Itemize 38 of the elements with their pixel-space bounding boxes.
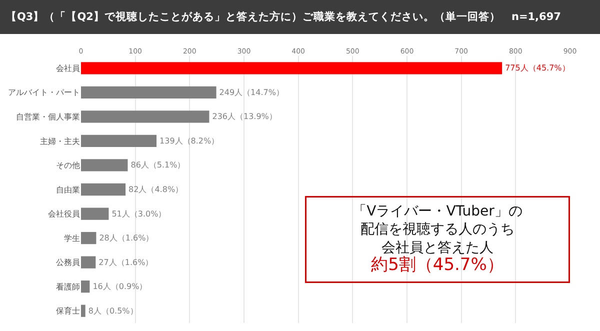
data-label: 27人（1.6%）: [98, 258, 154, 267]
data-label: 139人（8.2%）: [160, 136, 220, 146]
y-tick-label: アルバイト・パート: [8, 88, 80, 98]
data-label: 236人（13.9%）: [212, 112, 277, 122]
y-tick-label: その他: [56, 161, 80, 170]
bar: [81, 62, 502, 74]
y-tick-label: 自営業・個人事業: [16, 112, 80, 122]
chart-title: 【Q3】（「【Q2】で視聴したことがある」と答えた方に）ご職業を教えてください。（単一回答） n=1,697: [0, 0, 600, 34]
data-label: 775人（45.7%）: [505, 64, 570, 73]
bar: [81, 208, 109, 220]
y-tick-label: 学生: [64, 234, 80, 243]
y-tick-label: 公務員: [56, 258, 80, 268]
data-label: 249人（14.7%）: [219, 88, 284, 97]
annotation: 約5割（45.7%）: [371, 255, 504, 276]
data-label: 16人（0.9%）: [92, 282, 148, 292]
annotation: 「Vライバー・VTuber」の: [352, 204, 522, 220]
data-label: 28人（1.6%）: [99, 234, 154, 243]
bar: [81, 280, 90, 293]
data-label: 86人（5.1%）: [130, 160, 186, 170]
bar: [81, 183, 126, 196]
data-label: 8人（0.5%）: [88, 306, 138, 316]
bar: [81, 232, 96, 244]
bar: [81, 134, 157, 148]
y-tick-label: 会社員: [56, 64, 80, 73]
bar: [81, 86, 216, 98]
y-tick-label: 会社役員: [48, 210, 80, 219]
bar: [81, 256, 96, 268]
y-tick-label: 保育士: [56, 306, 80, 316]
data-label: 51人（3.0%）: [112, 209, 166, 218]
annotation: 配信を視聴する人のうち: [360, 222, 514, 238]
bar: [81, 159, 128, 172]
bar: [81, 304, 86, 317]
data-label: 82人（4.8%）: [128, 185, 184, 194]
y-tick-label: 看護師: [56, 282, 80, 292]
bar: [81, 110, 210, 123]
y-tick-label: 自由業: [56, 185, 80, 194]
annotation: 会社員と答えた人: [382, 240, 494, 256]
y-tick-label: 主婦・主夫: [40, 136, 80, 146]
